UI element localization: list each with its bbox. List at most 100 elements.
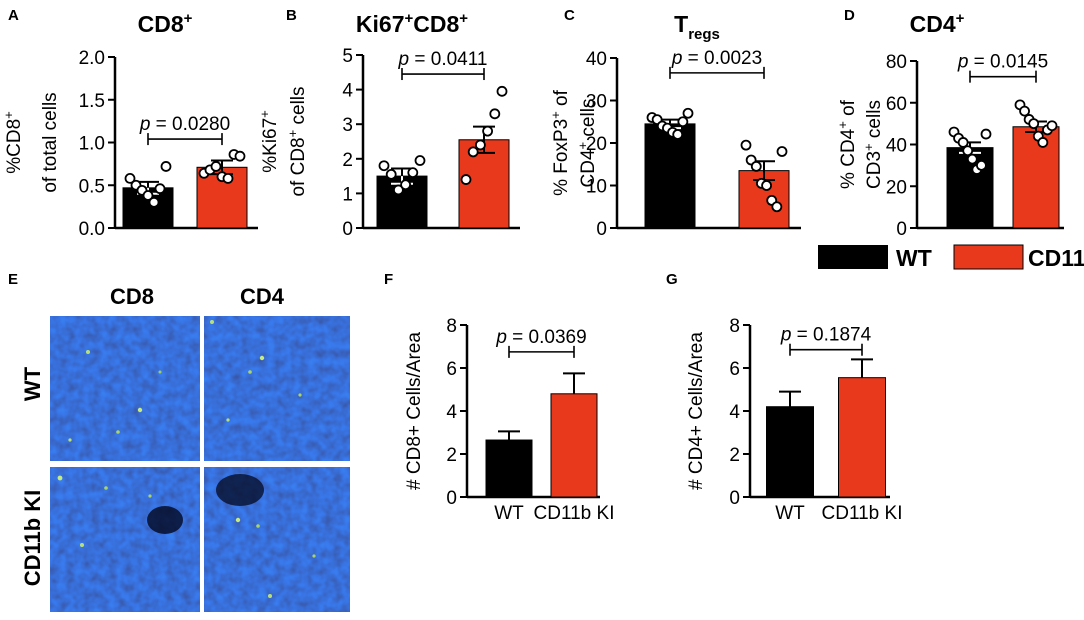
data-point bbox=[160, 161, 172, 172]
p-value-symbol: p bbox=[957, 52, 969, 73]
data-point bbox=[771, 201, 783, 213]
p-value-symbol: p bbox=[780, 325, 792, 346]
y-axis-label-d-line2: CD3+ cells bbox=[861, 100, 885, 189]
y-tick-label: 10 bbox=[586, 177, 607, 198]
ylabel-text: CD4 bbox=[578, 149, 599, 187]
y-tick-label: 6 bbox=[446, 359, 457, 380]
ylabel-sup: + bbox=[835, 121, 850, 129]
ylabel-text: cells bbox=[578, 99, 599, 142]
p-value-text: = 0.1874 bbox=[791, 325, 871, 346]
y-tick-label: 2 bbox=[342, 150, 353, 171]
data-point bbox=[482, 125, 494, 137]
y-tick-label: 6 bbox=[729, 359, 740, 380]
data-point bbox=[672, 129, 684, 140]
data-point bbox=[474, 139, 486, 151]
data-point bbox=[222, 173, 234, 184]
micrograph-ki-cd4 bbox=[204, 467, 350, 612]
data-point bbox=[385, 168, 397, 180]
p-value-label-d: p = 0.0145 bbox=[957, 52, 1048, 73]
ylabel-text: % FoxP3 bbox=[551, 119, 572, 196]
bar-cd11b-ki bbox=[1012, 126, 1060, 229]
data-point bbox=[234, 150, 246, 162]
y-tick-label: 8 bbox=[446, 316, 457, 337]
ylabel-text: cells bbox=[864, 100, 885, 143]
y-tick-label: 1 bbox=[342, 184, 353, 205]
y-axis-label-b-line2: of CD8+ cells bbox=[285, 86, 309, 196]
y-tick-label: 1.5 bbox=[79, 91, 105, 112]
p-value-label-f: p = 0.0369 bbox=[495, 327, 586, 348]
p-value-text: = 0.0411 bbox=[409, 49, 487, 70]
data-point bbox=[414, 155, 426, 166]
data-point bbox=[148, 196, 160, 208]
chart-title-sup: + bbox=[405, 10, 414, 27]
micrograph-col-label-cd8: CD8 bbox=[110, 284, 154, 309]
panel-letter-f: F bbox=[384, 271, 393, 288]
data-point bbox=[1028, 118, 1040, 130]
data-point bbox=[154, 183, 166, 195]
chart-title-part2: CD8 bbox=[413, 11, 459, 37]
p-value-text: = 0.0369 bbox=[507, 327, 587, 348]
panel-letter-d: D bbox=[844, 7, 855, 24]
bar-wt bbox=[644, 123, 696, 229]
y-tick-label: 2 bbox=[729, 445, 740, 466]
ylabel-text: of total cells bbox=[40, 92, 61, 192]
chart-title-d: CD4+ bbox=[910, 10, 965, 37]
data-point bbox=[142, 190, 154, 201]
y-tick-label: 60 bbox=[886, 94, 907, 115]
data-point bbox=[210, 161, 222, 172]
panel-letter-c: C bbox=[564, 7, 575, 24]
y-tick-label: 30 bbox=[586, 92, 607, 113]
ylabel-sup: + bbox=[548, 111, 563, 119]
data-point bbox=[467, 146, 479, 158]
chart-title-main: T bbox=[674, 11, 688, 37]
panel-letter-g: G bbox=[666, 271, 678, 288]
legend-ki-swatch bbox=[953, 244, 1024, 270]
x-tick-label-wt: WT bbox=[775, 503, 805, 524]
chart-title-c: Tregs bbox=[674, 11, 720, 43]
y-tick-label: 0 bbox=[446, 488, 457, 509]
p-value-text: = 0.0023 bbox=[682, 48, 762, 69]
data-point bbox=[776, 146, 788, 157]
data-point bbox=[392, 184, 404, 196]
y-tick-label: 2 bbox=[446, 445, 457, 466]
y-tick-label: 5 bbox=[342, 46, 353, 67]
ylabel-text: %Ki67 bbox=[260, 118, 281, 173]
y-tick-label: 20 bbox=[886, 177, 907, 198]
data-point bbox=[677, 116, 689, 128]
y-axis-label-b-line1: %Ki67+ bbox=[257, 110, 281, 173]
y-tick-label: 3 bbox=[342, 115, 353, 136]
bar-cd11b-ki bbox=[838, 377, 886, 498]
panel-letter-e: E bbox=[8, 271, 18, 288]
micrograph-panel: E CD8 CD4 WT CD11b KI bbox=[8, 271, 350, 612]
chart-g: G # CD4+ Cells/Area 0 2 4 6 8 WT CD11b KI p = 0.1… bbox=[666, 271, 902, 524]
x-tick-label-cd11b-ki: CD11b KI bbox=[534, 503, 615, 524]
chart-title-sup: + bbox=[956, 10, 965, 27]
data-point bbox=[378, 160, 390, 172]
ylabel-text: %CD8 bbox=[4, 119, 25, 174]
p-value-label-c: p = 0.0023 bbox=[671, 48, 762, 69]
chart-title-main: CD4 bbox=[910, 11, 956, 37]
bar-wt bbox=[766, 406, 814, 498]
micrograph-wt-cd4 bbox=[204, 316, 350, 461]
y-tick-label: 4 bbox=[446, 402, 457, 423]
y-tick-label: 0.0 bbox=[79, 219, 105, 240]
bar-cd11b-ki bbox=[550, 393, 598, 498]
chart-a: A CD8+%CD8+ of total cells0.00.51.01.52.0p… bbox=[1, 7, 258, 240]
panel-letter-b: B bbox=[286, 7, 297, 24]
y-tick-label: 1.0 bbox=[79, 134, 105, 155]
y-axis-label-f-line1: # CD8+ Cells/Area bbox=[404, 332, 425, 490]
p-value-label-g: p = 0.1874 bbox=[780, 325, 872, 346]
y-tick-label: 0.5 bbox=[79, 176, 105, 197]
data-point bbox=[682, 107, 694, 119]
y-tick-label: 0 bbox=[729, 488, 740, 509]
bar-wt bbox=[485, 439, 533, 498]
y-tick-label: 40 bbox=[886, 136, 907, 157]
ylabel-text: % CD4 bbox=[838, 128, 859, 189]
data-point bbox=[761, 180, 772, 191]
legend-wt-swatch bbox=[818, 245, 888, 269]
y-tick-label: 4 bbox=[729, 402, 740, 423]
y-tick-label: 0 bbox=[342, 219, 353, 240]
y-tick-label: 8 bbox=[729, 316, 740, 337]
y-axis-label-a-line1: %CD8+ bbox=[1, 111, 25, 174]
